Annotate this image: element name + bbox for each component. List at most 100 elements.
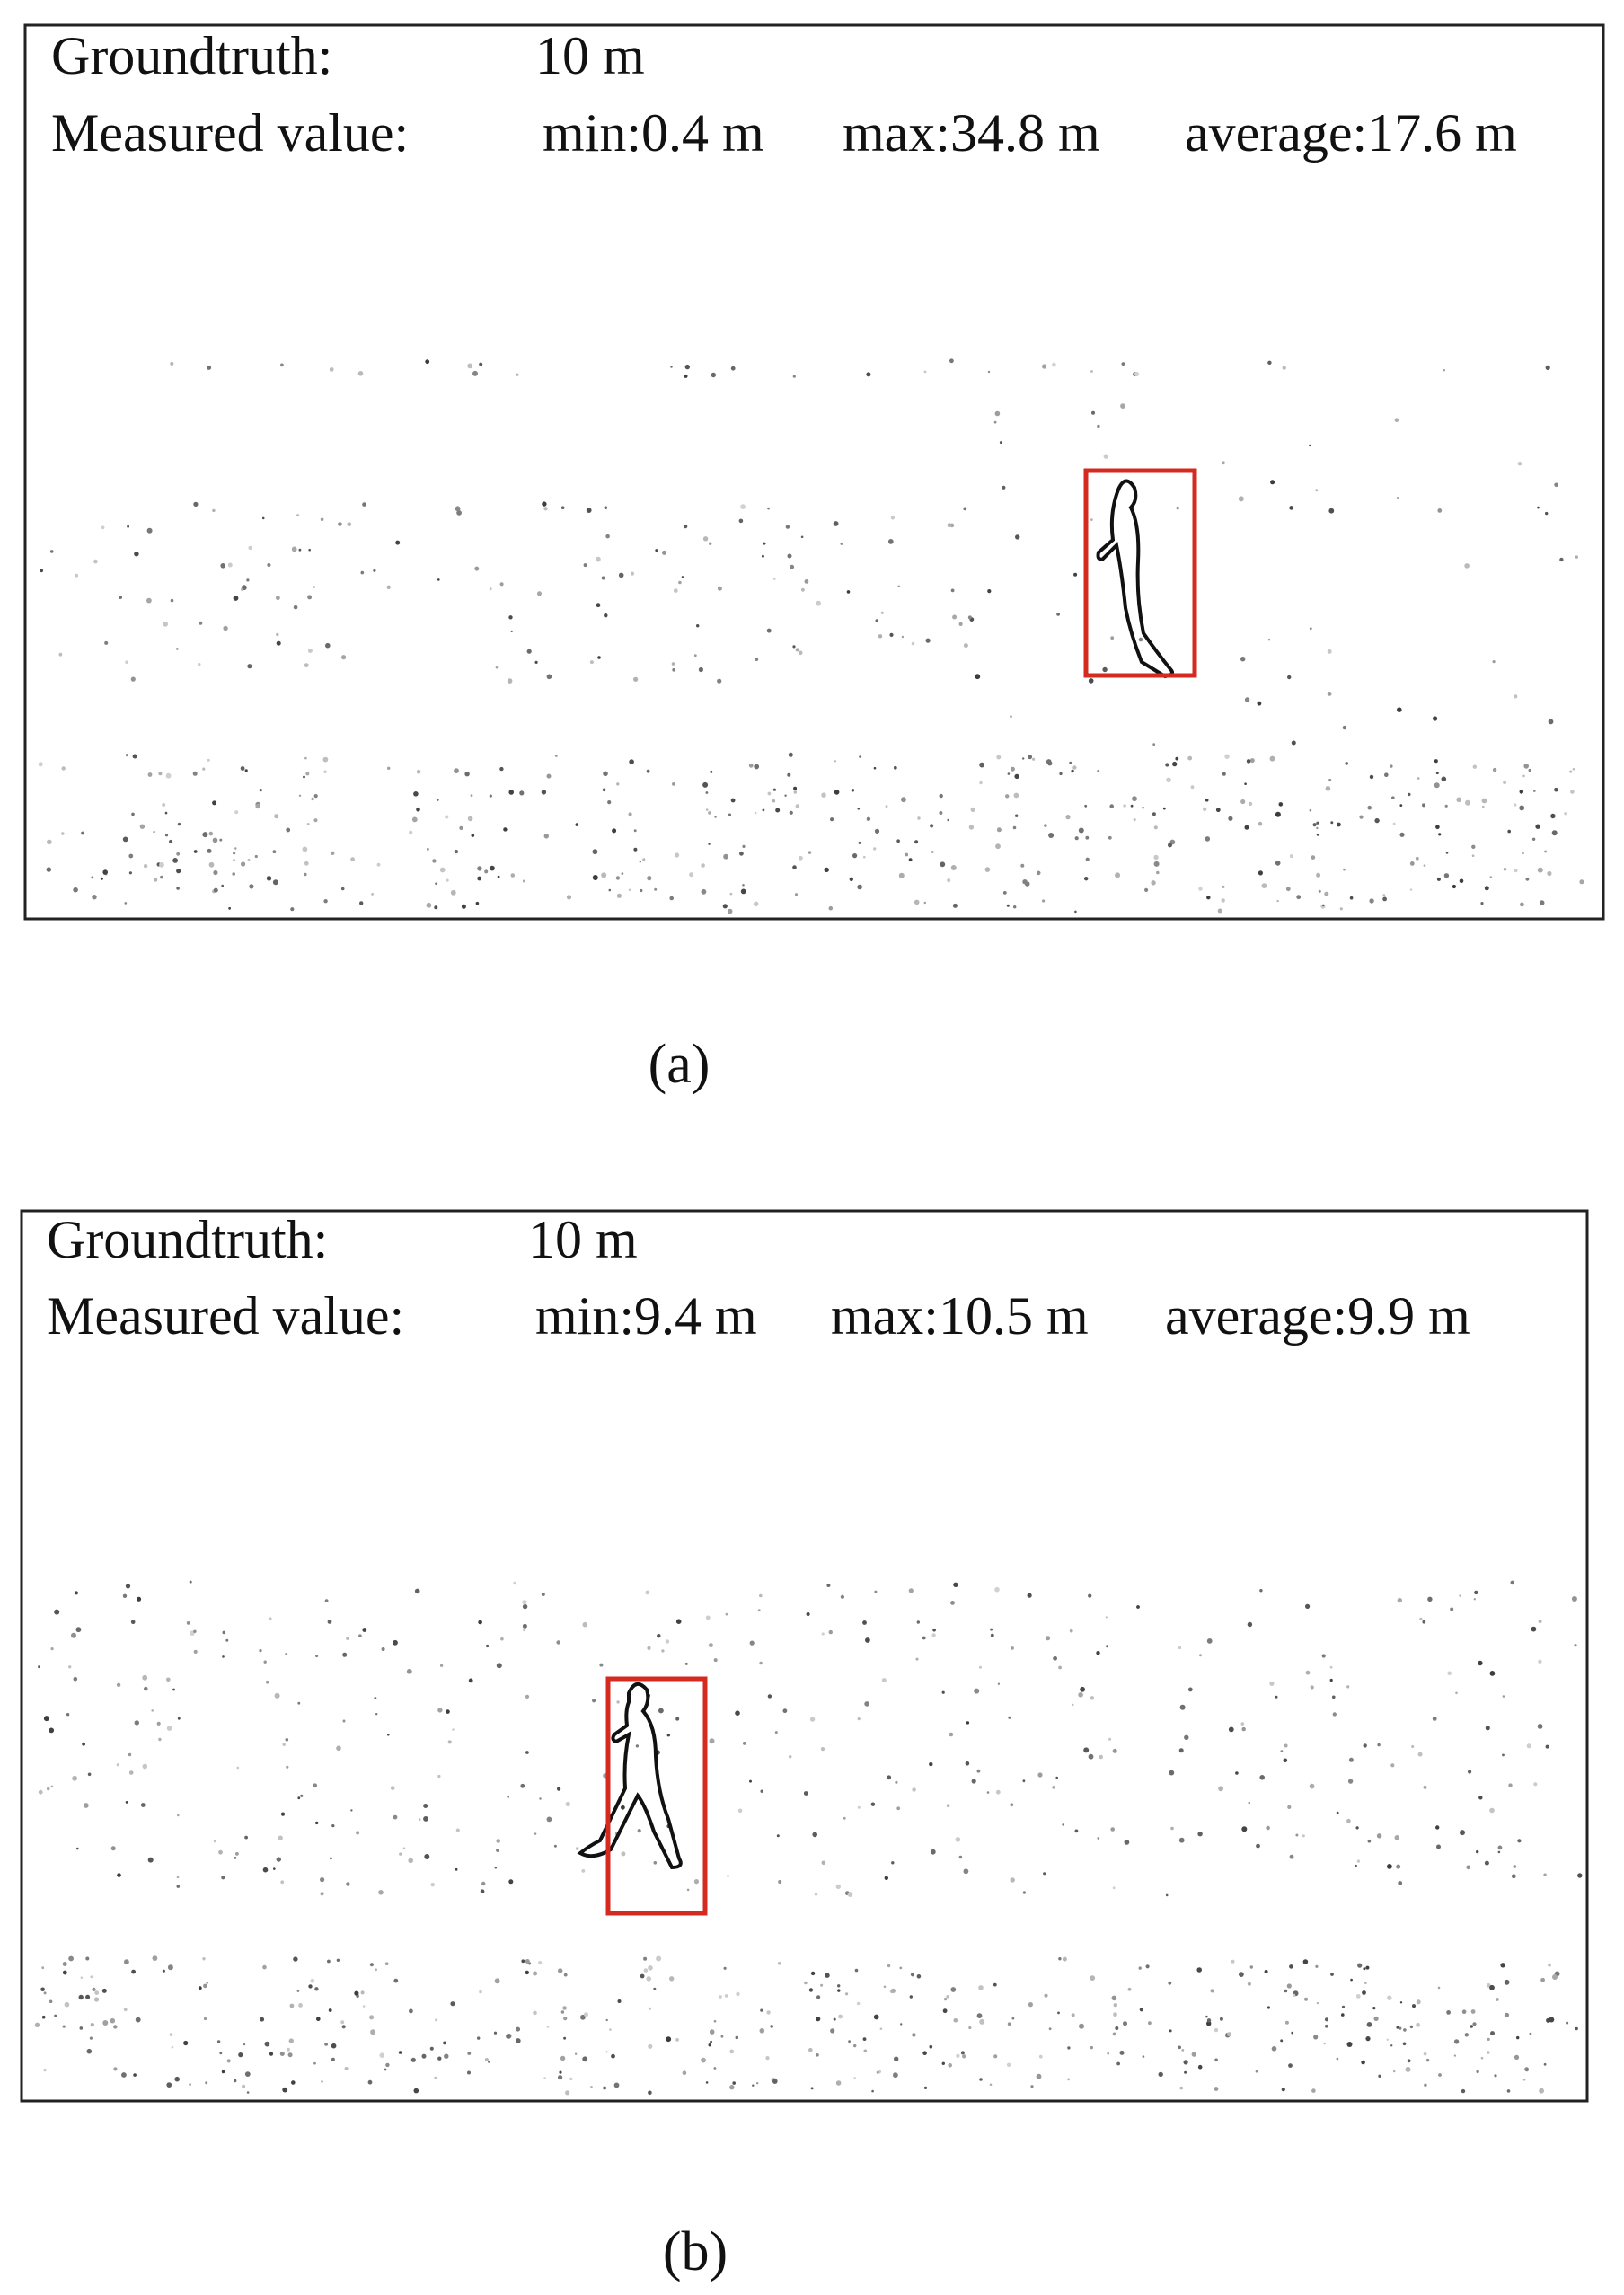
dot — [1453, 2039, 1460, 2044]
dot — [955, 1837, 961, 1842]
dot — [1346, 1818, 1351, 1823]
dot — [1450, 1607, 1454, 1611]
dot — [360, 1990, 365, 1995]
dot — [1548, 719, 1554, 725]
dot — [848, 2040, 851, 2043]
dot — [766, 628, 772, 633]
dot — [1218, 1786, 1223, 1792]
dot — [1288, 2063, 1293, 2069]
dot — [1403, 2028, 1407, 2032]
dot — [596, 603, 601, 608]
dot — [376, 862, 381, 867]
dot — [840, 542, 843, 545]
dot — [908, 858, 913, 862]
dot — [375, 1968, 377, 1972]
dot — [439, 867, 446, 873]
dot — [132, 754, 137, 759]
dot — [941, 1690, 945, 1694]
dot — [450, 2001, 455, 2007]
dot — [131, 1969, 137, 1974]
dot — [1397, 1597, 1403, 1603]
dot — [336, 1958, 340, 1962]
dot — [1138, 1966, 1142, 1970]
dot — [102, 869, 108, 875]
dot — [835, 1884, 841, 1889]
dot — [633, 847, 638, 852]
dot — [1156, 870, 1160, 875]
dot — [189, 2083, 192, 2087]
dot — [708, 2043, 711, 2047]
dot — [648, 1965, 653, 1971]
dot — [1575, 555, 1579, 559]
dot — [83, 1803, 89, 1808]
dot — [1002, 485, 1006, 490]
dot — [1127, 1987, 1132, 1991]
dot — [792, 645, 796, 649]
dot — [73, 887, 78, 893]
dot — [723, 1966, 727, 1970]
dot — [131, 812, 135, 816]
dot — [808, 851, 812, 854]
dot — [38, 1665, 40, 1669]
dot — [321, 2080, 323, 2083]
dot — [423, 1804, 428, 1808]
dot — [81, 831, 84, 835]
dot — [672, 667, 676, 672]
dot — [373, 569, 376, 572]
dot — [1324, 2024, 1328, 2028]
dot — [1152, 743, 1156, 746]
dot — [1365, 2036, 1371, 2042]
dot — [857, 1805, 861, 1809]
dot — [1142, 807, 1144, 809]
dot — [613, 2082, 620, 2088]
dot — [1102, 666, 1108, 673]
dot — [730, 798, 736, 803]
dot — [244, 769, 248, 772]
dot — [696, 624, 700, 628]
dot — [304, 663, 309, 667]
dot — [467, 816, 473, 822]
dot — [249, 884, 254, 889]
dot — [402, 1847, 406, 1850]
dot — [1441, 776, 1447, 782]
dot — [1078, 1692, 1083, 1698]
dot — [288, 2038, 294, 2043]
dot — [313, 794, 318, 799]
dot — [1121, 362, 1125, 366]
dot — [369, 2015, 375, 2020]
dot — [618, 572, 624, 578]
dot — [963, 1868, 969, 1875]
dot — [966, 1721, 970, 1725]
dot — [1456, 797, 1461, 803]
dot — [830, 2028, 835, 2034]
dot — [1516, 2035, 1520, 2040]
dot — [221, 2070, 225, 2074]
dot — [1396, 1864, 1401, 1869]
groundtruth-value: 10 m — [528, 1210, 638, 1269]
dot — [1053, 1655, 1057, 1661]
dot — [362, 2005, 366, 2008]
dot — [189, 1580, 192, 1584]
dot — [320, 1877, 325, 1883]
dot — [375, 1713, 378, 1716]
dot — [1484, 886, 1489, 891]
dot — [346, 1637, 349, 1640]
dot — [304, 756, 307, 760]
dot — [1291, 2031, 1293, 2035]
dot — [742, 884, 745, 887]
dot — [516, 373, 519, 376]
dot — [500, 1637, 504, 1641]
dot — [1178, 1837, 1185, 1843]
dot — [1482, 805, 1485, 808]
dot — [616, 1700, 620, 1704]
dot — [766, 2010, 771, 2015]
dot — [1162, 807, 1166, 810]
dot — [49, 1999, 53, 2004]
dot — [1228, 1726, 1234, 1733]
dot — [723, 853, 728, 860]
dot — [735, 2035, 739, 2040]
dot — [834, 790, 840, 795]
dot — [1517, 461, 1522, 466]
dot — [772, 2079, 778, 2084]
